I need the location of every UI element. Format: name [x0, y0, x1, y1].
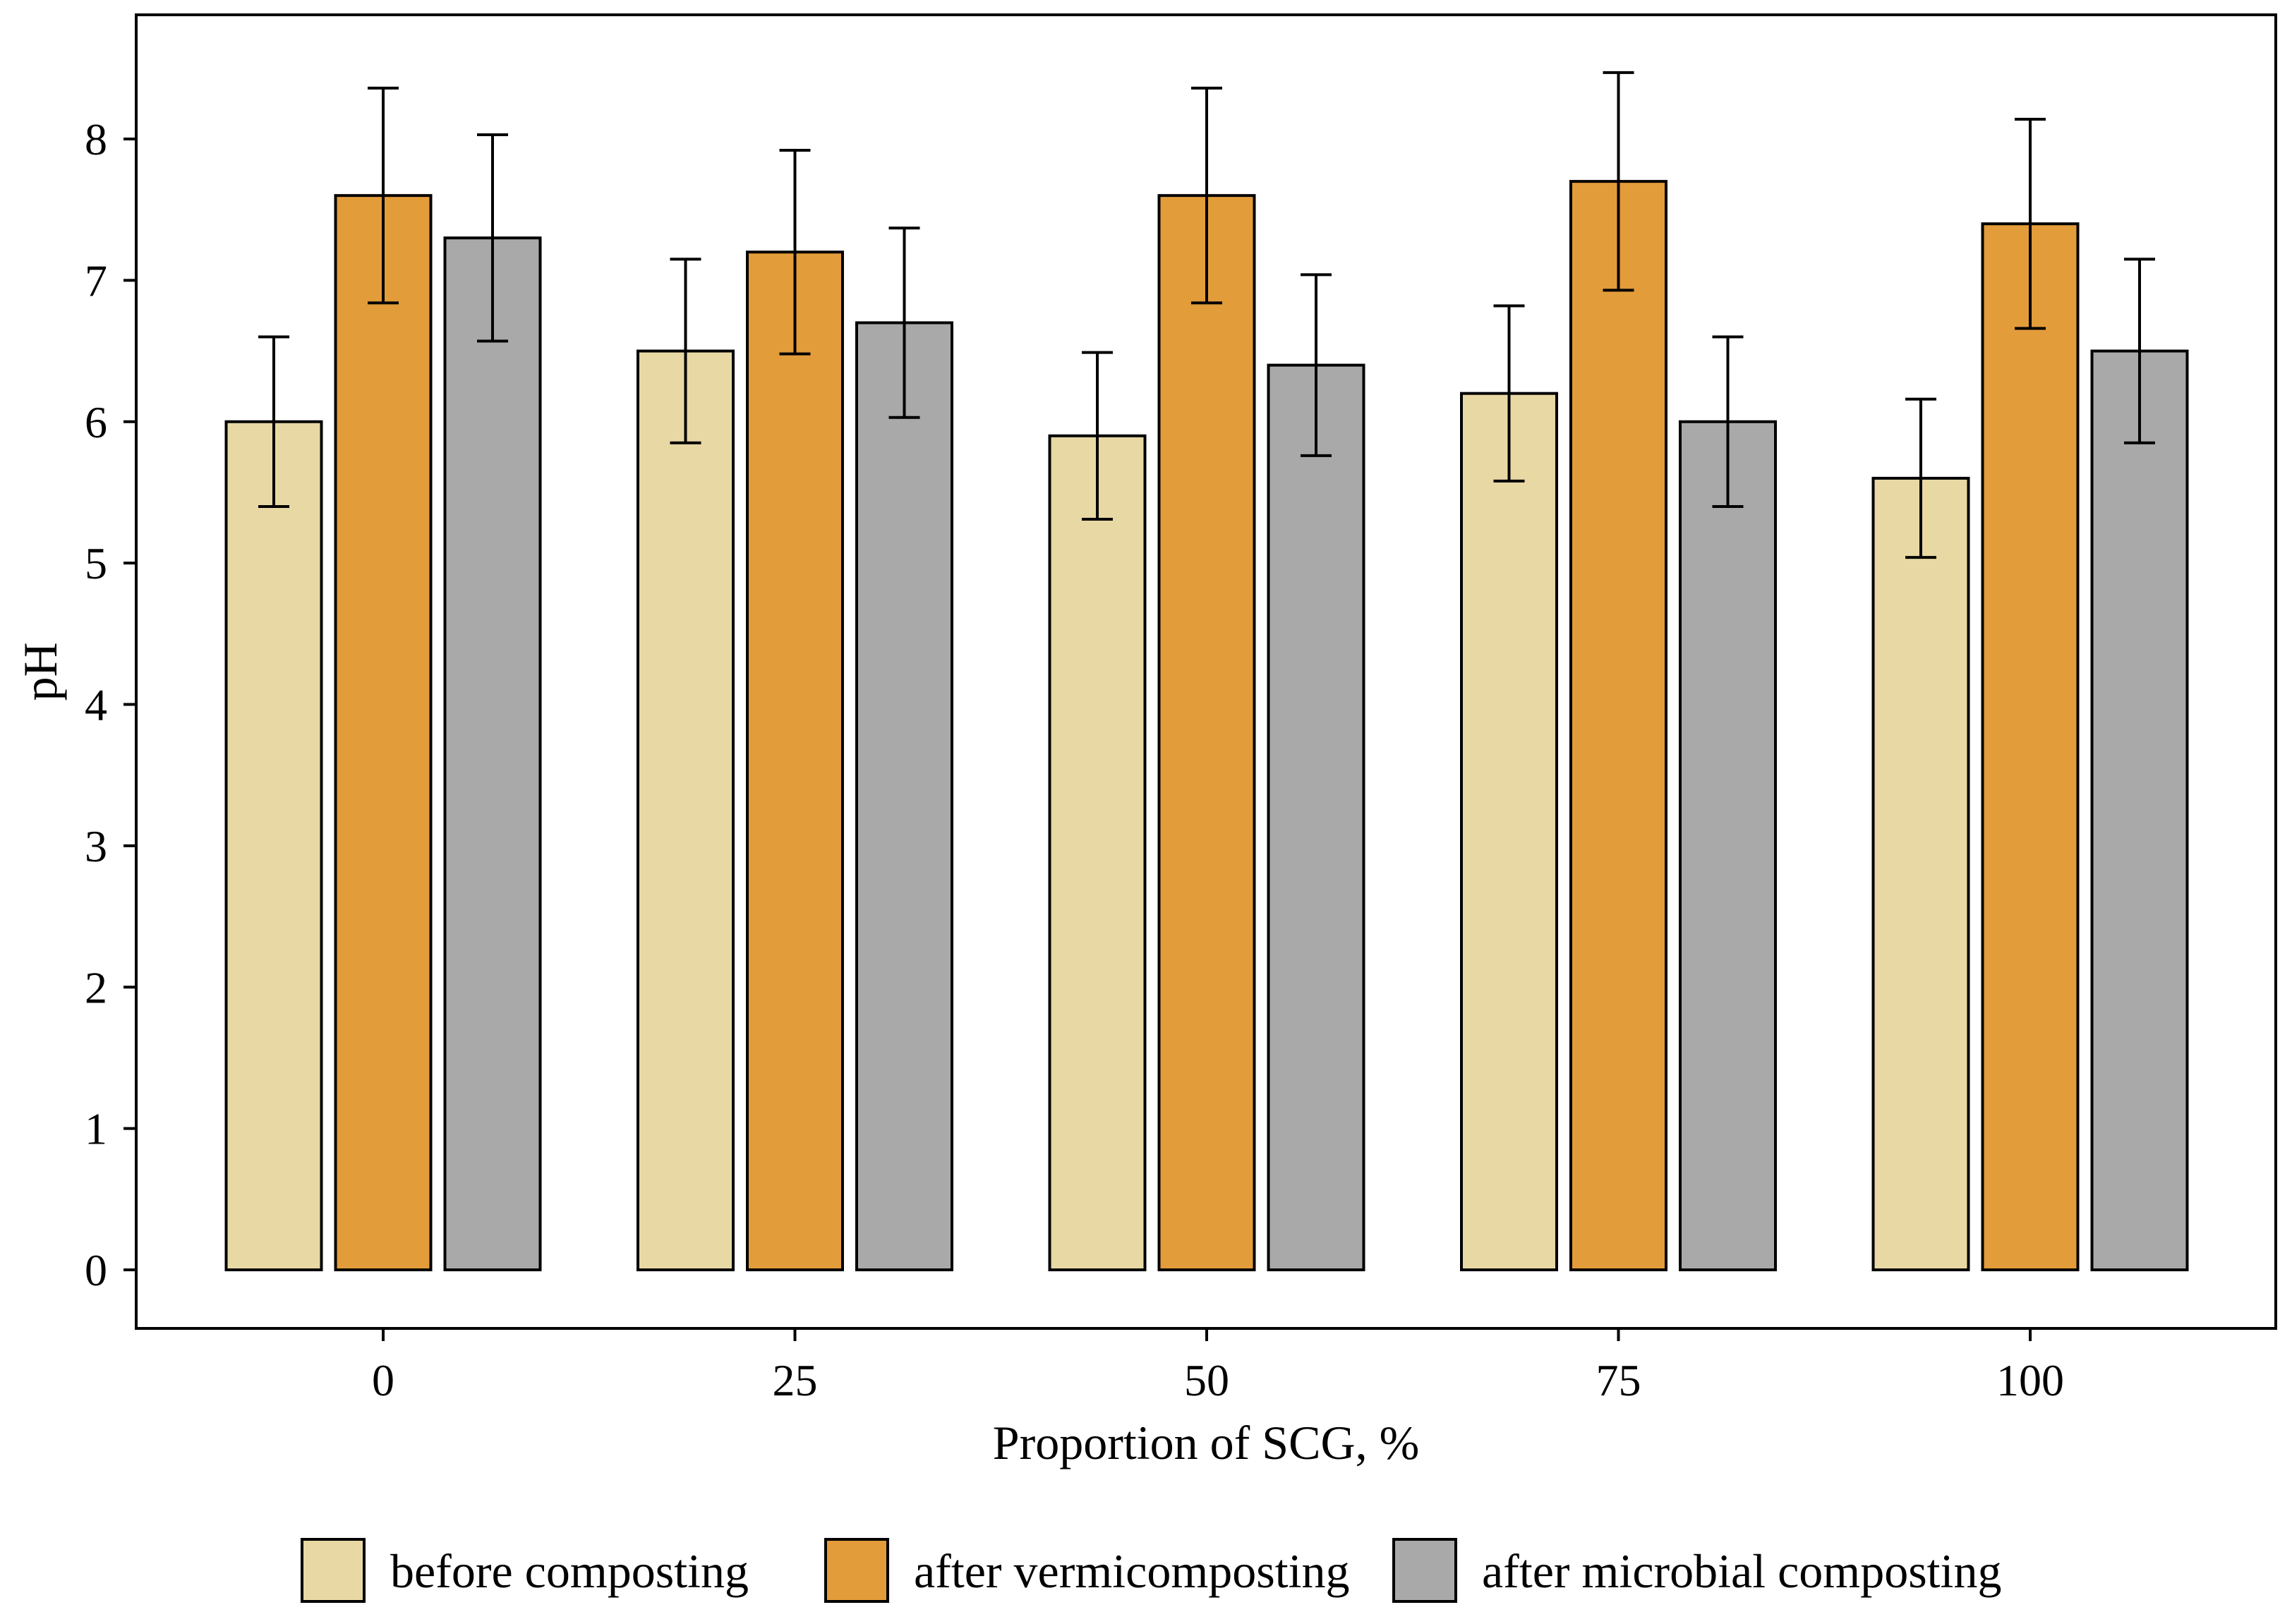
- bar: [1981, 222, 2080, 1272]
- legend-item: after vermicomposting: [824, 1538, 1349, 1603]
- error-bar: [779, 149, 811, 356]
- y-tick-label: 6: [85, 397, 107, 447]
- error-bar: [1905, 397, 1936, 559]
- bar: [637, 349, 735, 1271]
- legend-swatch: [1392, 1538, 1457, 1603]
- error-bar: [670, 257, 701, 444]
- bar: [443, 236, 542, 1272]
- bar: [1871, 476, 1970, 1271]
- legend: before composting after vermicomposting af…: [301, 1538, 2001, 1603]
- y-tick-label: 2: [85, 962, 107, 1012]
- error-bar: [368, 86, 399, 305]
- error-bar: [2124, 257, 2155, 444]
- bar: [1460, 392, 1558, 1271]
- x-tick-label: 0: [372, 1355, 394, 1405]
- error-bar: [2015, 117, 2046, 330]
- legend-label: after vermicomposting: [914, 1544, 1349, 1598]
- bar: [2090, 349, 2189, 1271]
- legend-item: before composting: [301, 1538, 749, 1603]
- legend-label: before composting: [390, 1544, 749, 1598]
- error-bar: [258, 335, 289, 508]
- y-tick-label: 4: [85, 680, 107, 730]
- x-tick-label: 25: [773, 1355, 818, 1405]
- bar: [1157, 194, 1256, 1271]
- x-tick-label: 50: [1184, 1355, 1229, 1405]
- x-tick-label: 75: [1596, 1355, 1641, 1405]
- bar: [1267, 363, 1365, 1271]
- y-tick-label: 0: [85, 1245, 107, 1295]
- bar: [334, 194, 433, 1271]
- y-tick-label: 7: [85, 255, 107, 305]
- bar: [1569, 180, 1667, 1271]
- y-tick-label: 3: [85, 821, 107, 871]
- legend-swatch: [824, 1538, 889, 1603]
- y-tick-label: 1: [85, 1104, 107, 1154]
- y-tick-label: 5: [85, 538, 107, 588]
- y-tick-label: 8: [85, 114, 107, 164]
- bar: [1048, 434, 1147, 1271]
- error-bar: [477, 133, 508, 343]
- bar: [746, 250, 844, 1271]
- bar: [1679, 420, 1777, 1271]
- error-bar: [1493, 304, 1525, 483]
- error-bar: [1603, 71, 1634, 292]
- bar: [224, 420, 323, 1271]
- y-axis-label: pH: [13, 642, 67, 701]
- legend-item: after microbial composting: [1392, 1538, 2001, 1603]
- error-bar: [1301, 273, 1332, 457]
- legend-swatch: [301, 1538, 366, 1603]
- error-bar: [888, 226, 920, 419]
- error-bar: [1712, 335, 1744, 508]
- bar: [855, 321, 953, 1271]
- x-tick-label: 100: [1996, 1355, 2064, 1405]
- x-axis-label: Proportion of SCG, %: [993, 1416, 1419, 1470]
- legend-label: after microbial composting: [1482, 1544, 2001, 1598]
- error-bar: [1191, 86, 1222, 305]
- error-bar: [1082, 351, 1113, 521]
